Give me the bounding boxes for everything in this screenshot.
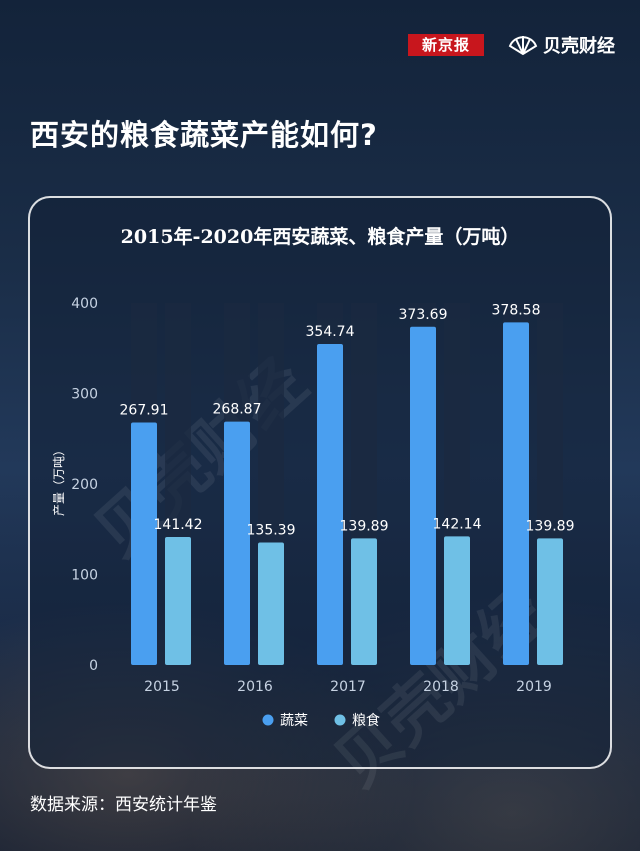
data-label: 268.87 xyxy=(213,402,262,418)
legend: 蔬菜 粮食 xyxy=(262,712,380,729)
data-label: 373.69 xyxy=(399,307,448,323)
bar-vegetables xyxy=(317,343,343,665)
y-tick-label: 300 xyxy=(71,387,98,403)
beike-logo-text: 贝壳财经 xyxy=(543,36,615,57)
x-axis: 2015 2016 2017 2018 2019 xyxy=(144,679,552,695)
bar-vegetables xyxy=(131,422,157,665)
data-labels: 267.91 141.42 268.87 135.39 354.74 139.89 373.… xyxy=(120,302,575,538)
y-axis: 0 100 200 300 400 产量（万吨） xyxy=(52,296,98,674)
bar-vegetables xyxy=(410,326,436,665)
x-tick-label: 2016 xyxy=(237,679,273,695)
bar-grain xyxy=(258,542,284,665)
data-label: 142.14 xyxy=(433,516,482,532)
y-tick-label: 200 xyxy=(71,477,98,493)
x-tick-label: 2019 xyxy=(516,679,552,695)
data-label: 378.58 xyxy=(492,302,541,318)
data-label: 139.89 xyxy=(340,518,389,534)
xinjingbao-logo: 新京报 xyxy=(408,34,484,56)
x-tick-label: 2018 xyxy=(423,679,459,695)
bars xyxy=(131,322,563,665)
x-tick-label: 2017 xyxy=(330,679,366,695)
data-label: 139.89 xyxy=(526,518,575,534)
data-label: 354.74 xyxy=(306,324,355,340)
data-source: 数据来源：西安统计年鉴 xyxy=(30,795,217,815)
headline: 西安的粮食蔬菜产能如何? xyxy=(30,118,378,152)
data-label: 135.39 xyxy=(247,522,296,538)
bar-grain xyxy=(537,538,563,665)
data-label: 141.42 xyxy=(154,517,203,533)
bar-grain xyxy=(444,536,470,665)
y-tick-label: 100 xyxy=(71,568,98,584)
x-tick-label: 2015 xyxy=(144,679,180,695)
legend-marker-grain xyxy=(334,714,346,726)
bar-vegetables xyxy=(503,322,529,665)
beike-logo: 贝壳财经 xyxy=(508,31,615,59)
shell-icon xyxy=(508,36,538,56)
legend-label: 粮食 xyxy=(352,712,380,729)
bar-grain xyxy=(351,538,377,665)
legend-label: 蔬菜 xyxy=(280,713,308,729)
y-tick-label: 400 xyxy=(71,296,98,312)
y-axis-label: 产量（万吨） xyxy=(52,444,66,516)
data-label: 267.91 xyxy=(120,403,169,419)
bar-vegetables xyxy=(224,421,250,665)
chart-title: 2015年-2020年西安蔬菜、粮食产量（万吨） xyxy=(120,226,520,248)
legend-marker-vegetables xyxy=(262,714,274,726)
y-tick-label: 0 xyxy=(89,658,98,674)
bar-grain xyxy=(165,537,191,665)
